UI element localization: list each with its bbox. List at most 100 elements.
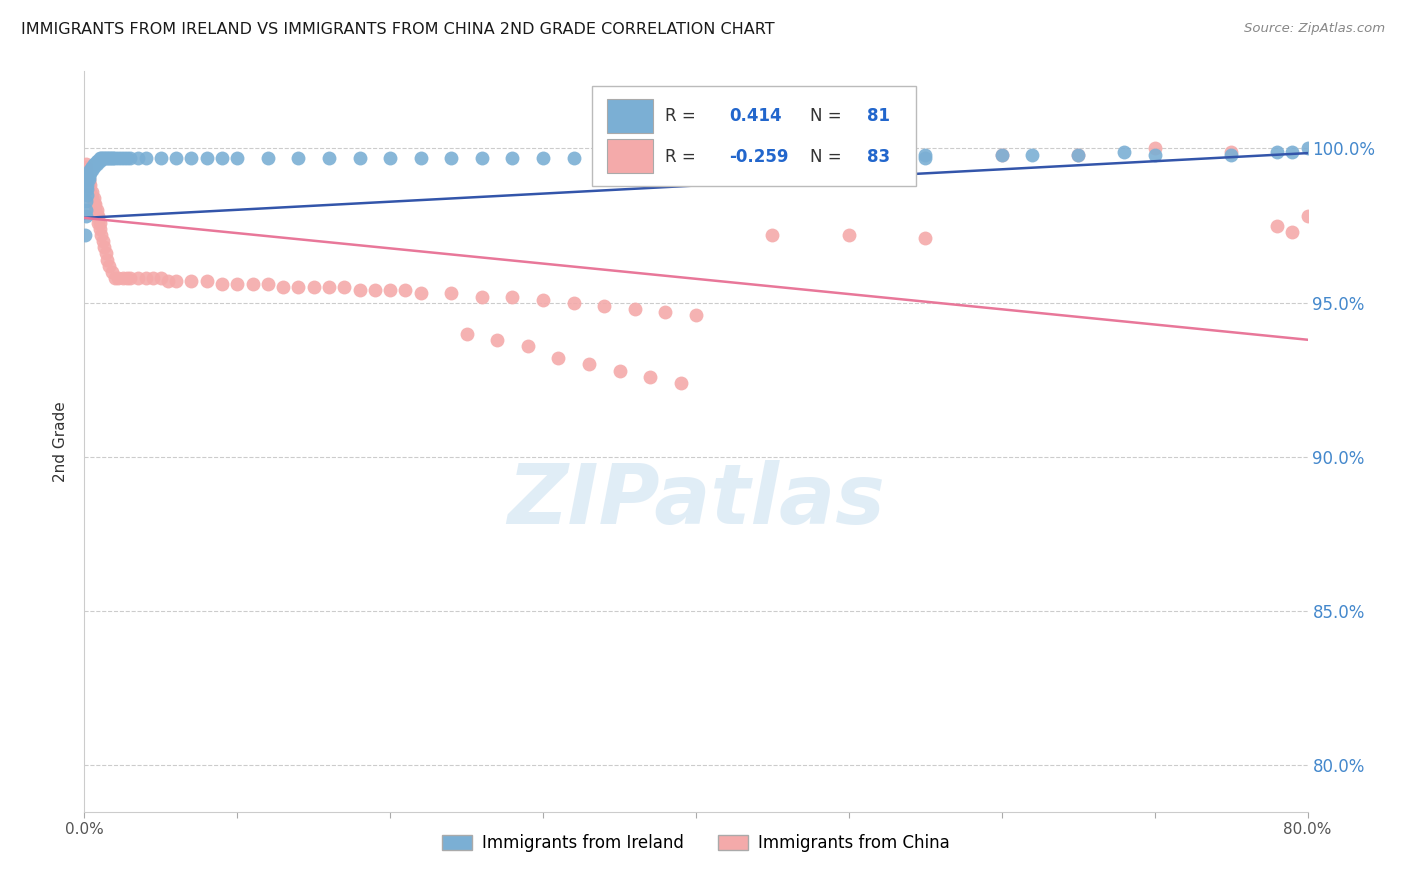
Point [83, 160, 105, 174]
Point [89, 215, 111, 229]
Point [1296, 210, 1319, 224]
Point [349, 284, 371, 298]
Point [87, 210, 110, 224]
Point [838, 151, 860, 165]
Point [531, 293, 554, 307]
Text: Source: ZipAtlas.com: Source: ZipAtlas.com [1244, 22, 1385, 36]
Point [165, 274, 187, 288]
Point [502, 151, 524, 165]
Point [333, 280, 356, 294]
Point [287, 280, 309, 294]
Text: N =: N = [810, 147, 841, 166]
Point [103, 151, 125, 165]
Point [380, 284, 402, 298]
Point [609, 363, 631, 377]
Point [96, 151, 118, 165]
Point [75, 194, 97, 208]
Point [531, 151, 554, 165]
Point [86, 153, 108, 168]
Point [76, 181, 98, 195]
Point [84, 157, 107, 171]
Point [1220, 147, 1243, 161]
Point [1281, 225, 1303, 239]
Point [111, 271, 134, 285]
Point [76, 166, 98, 180]
FancyBboxPatch shape [592, 87, 917, 186]
Point [226, 277, 249, 292]
Point [97, 259, 120, 273]
Point [80, 191, 103, 205]
Point [747, 151, 769, 165]
Point [226, 151, 249, 165]
Point [654, 151, 676, 165]
Point [1114, 145, 1136, 159]
Point [1067, 147, 1090, 161]
Point [1220, 145, 1243, 159]
Point [776, 151, 799, 165]
Point [89, 151, 111, 165]
Point [79, 166, 101, 180]
Point [195, 151, 218, 165]
Point [991, 147, 1014, 161]
Point [91, 151, 114, 165]
Point [104, 151, 127, 165]
Point [685, 308, 707, 322]
Point [77, 172, 100, 186]
Legend: Immigrants from Ireland, Immigrants from China: Immigrants from Ireland, Immigrants from… [436, 828, 956, 859]
Point [127, 151, 149, 165]
Point [578, 358, 600, 372]
Point [914, 231, 936, 245]
Point [90, 227, 112, 242]
Point [98, 151, 121, 165]
Point [562, 151, 585, 165]
Point [991, 147, 1014, 161]
Point [1143, 141, 1166, 155]
Point [107, 151, 129, 165]
Point [180, 151, 202, 165]
Point [838, 227, 860, 242]
Point [86, 210, 108, 224]
Point [80, 160, 103, 174]
Point [96, 252, 118, 267]
Point [257, 151, 280, 165]
Point [685, 151, 707, 165]
Point [149, 151, 172, 165]
Point [77, 178, 100, 193]
Point [80, 160, 103, 174]
Point [562, 295, 585, 310]
Point [87, 215, 110, 229]
Point [1281, 145, 1303, 159]
Y-axis label: 2nd Grade: 2nd Grade [53, 401, 69, 482]
Point [471, 151, 494, 165]
Point [79, 178, 101, 193]
Point [654, 305, 676, 319]
Point [914, 147, 936, 161]
Point [440, 151, 463, 165]
Point [257, 277, 280, 292]
Point [87, 153, 110, 168]
Bar [606, 139, 654, 173]
Point [115, 271, 138, 285]
Point [104, 271, 127, 285]
Text: -0.259: -0.259 [728, 147, 789, 166]
Point [77, 169, 100, 184]
Point [638, 369, 661, 384]
Point [89, 221, 111, 235]
Point [380, 151, 402, 165]
Point [1021, 147, 1043, 161]
Point [135, 151, 157, 165]
Point [83, 197, 105, 211]
Point [83, 191, 105, 205]
Point [135, 271, 157, 285]
Bar [606, 100, 654, 133]
Point [349, 151, 371, 165]
Text: IMMIGRANTS FROM IRELAND VS IMMIGRANTS FROM CHINA 2ND GRADE CORRELATION CHART: IMMIGRANTS FROM IRELAND VS IMMIGRANTS FR… [21, 22, 775, 37]
Point [669, 376, 692, 390]
Point [914, 151, 936, 165]
Point [593, 151, 616, 165]
Point [77, 172, 100, 186]
Text: N =: N = [810, 107, 841, 125]
Point [90, 151, 112, 165]
Point [91, 234, 114, 248]
Point [242, 277, 264, 292]
